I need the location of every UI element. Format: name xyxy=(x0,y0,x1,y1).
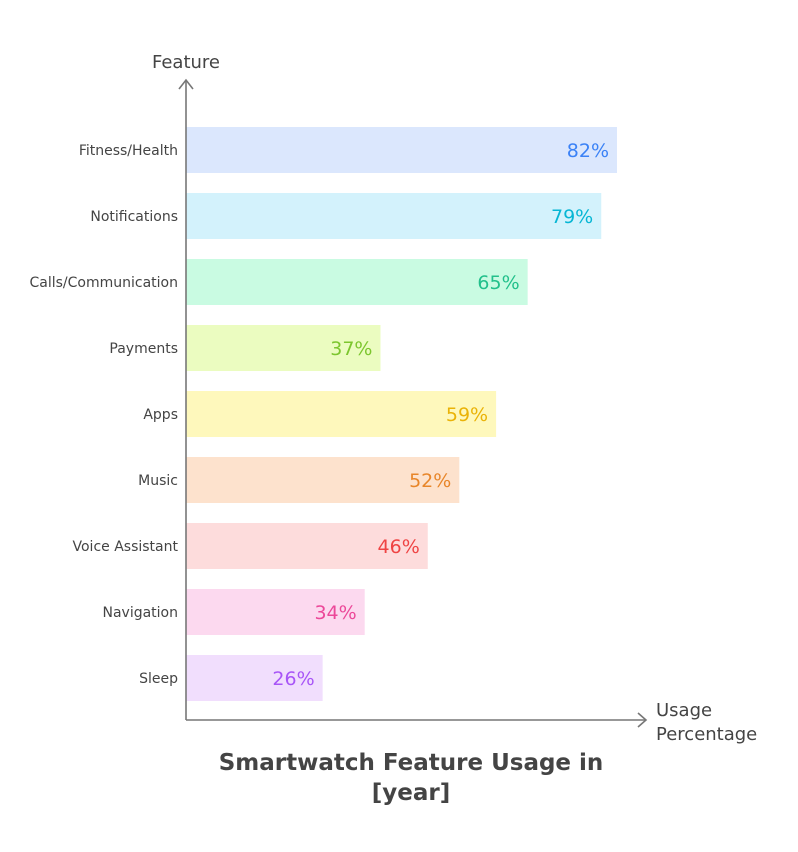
category-label: Fitness/Health xyxy=(79,143,178,159)
value-label: 34% xyxy=(314,602,356,624)
category-label: Voice Assistant xyxy=(73,539,179,555)
value-label: 79% xyxy=(551,206,593,228)
chart-title-line-1: Smartwatch Feature Usage in xyxy=(219,750,604,776)
bar-voice-assistant xyxy=(186,523,428,569)
bar-calls-communication xyxy=(186,259,528,305)
category-label: Sleep xyxy=(139,671,178,687)
x-axis-arrow-icon xyxy=(637,712,648,728)
bar-notifications xyxy=(186,193,602,239)
category-label: Apps xyxy=(143,407,178,423)
y-axis-arrow-icon xyxy=(178,78,194,90)
y-axis-title: Feature xyxy=(152,52,220,73)
bar-apps xyxy=(186,391,497,437)
value-label: 65% xyxy=(477,272,519,294)
category-label: Notifications xyxy=(90,209,178,225)
category-label: Payments xyxy=(109,341,178,357)
value-label: 26% xyxy=(272,668,314,690)
category-label: Calls/Communication xyxy=(30,275,179,291)
bar-fitness-health xyxy=(186,127,617,173)
value-label: 37% xyxy=(330,338,372,360)
value-label: 46% xyxy=(378,536,420,558)
x-axis-title-line-2: Percentage xyxy=(656,724,757,745)
category-label: Navigation xyxy=(102,605,178,621)
value-label: 52% xyxy=(409,470,451,492)
bar-navigation xyxy=(186,589,365,635)
x-axis-title-line-1: Usage xyxy=(656,700,712,721)
bar-music xyxy=(186,457,460,503)
bars-layer: Fitness/Health 82% Notifications 79% Calls/C… xyxy=(30,127,617,701)
value-label: 82% xyxy=(567,140,609,162)
axes-layer: Feature Usage Percentage xyxy=(152,52,757,745)
chart-title-line-2: [year] xyxy=(372,780,450,806)
value-label: 59% xyxy=(446,404,488,426)
bar-sleep xyxy=(186,655,323,701)
bar-payments xyxy=(186,325,381,371)
category-label: Music xyxy=(138,473,178,489)
